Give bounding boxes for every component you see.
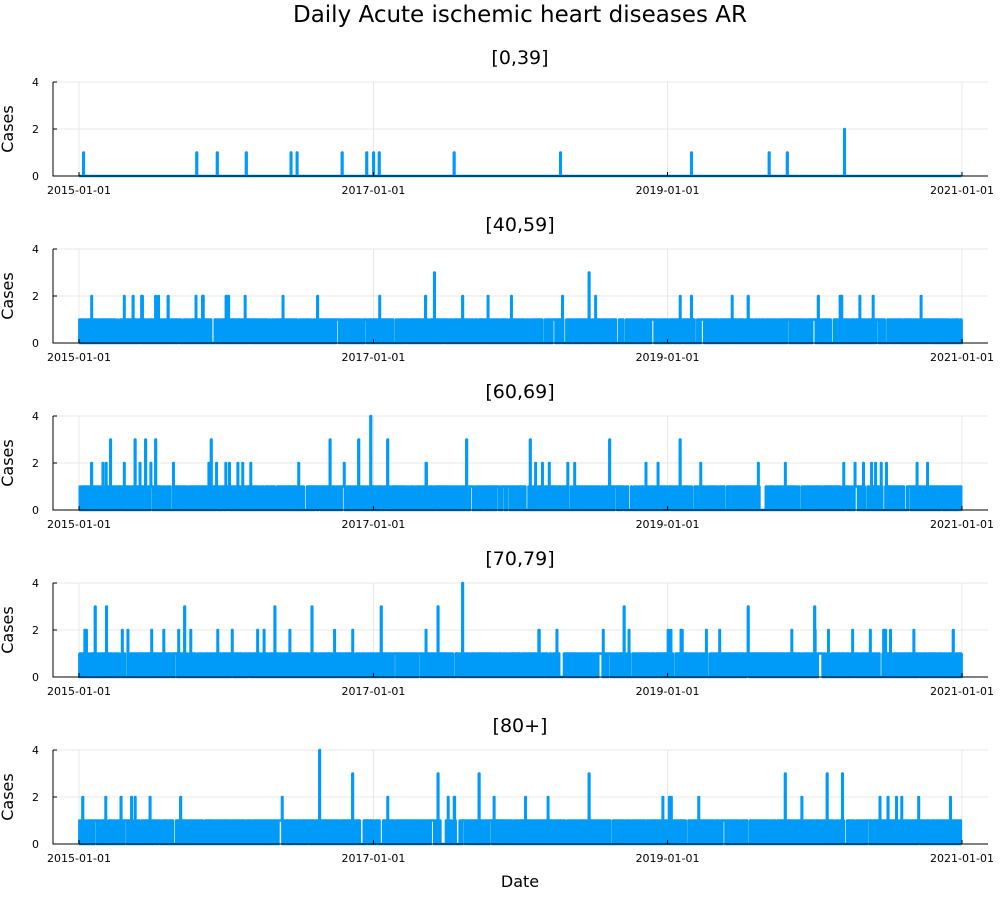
y-tick-label: 4 xyxy=(32,410,39,423)
panel-title: [0,39] xyxy=(491,47,548,69)
series-line xyxy=(78,127,963,178)
y-tick-label: 4 xyxy=(32,744,39,757)
panel-5: [80+] Cases 0 2 4 2015-01-01 2017-01-01 2019-01… xyxy=(0,715,994,891)
panel-title: [70,79] xyxy=(485,548,554,570)
panel-3: [60,69] Cases 0 2 4 2015-01-01 2017-01-01 2019-… xyxy=(0,381,994,531)
y-axis-label: Cases xyxy=(0,105,17,153)
x-tick-label: 2021-01-01 xyxy=(930,518,994,531)
x-tick-label: 2015-01-01 xyxy=(47,184,111,197)
x-tick-label: 2021-01-01 xyxy=(930,184,994,197)
x-tick-label: 2019-01-01 xyxy=(636,184,700,197)
x-tick-label: 2021-01-01 xyxy=(930,852,994,865)
x-tick-label: 2019-01-01 xyxy=(636,518,700,531)
x-tick-label: 2017-01-01 xyxy=(341,852,405,865)
y-tick-label: 0 xyxy=(32,337,39,350)
panel-title: [60,69] xyxy=(485,381,554,403)
y-tick-label: 2 xyxy=(32,457,39,470)
y-tick-label: 4 xyxy=(32,577,39,590)
y-tick-label: 4 xyxy=(32,243,39,256)
y-tick-label: 4 xyxy=(32,76,39,89)
x-tick-label: 2015-01-01 xyxy=(47,351,111,364)
x-tick-label: 2017-01-01 xyxy=(341,685,405,698)
x-axis-label: Date xyxy=(501,872,539,891)
x-tick-label: 2021-01-01 xyxy=(930,685,994,698)
y-tick-label: 0 xyxy=(32,838,39,851)
x-tick-label: 2015-01-01 xyxy=(47,685,111,698)
y-tick-label: 2 xyxy=(32,123,39,136)
y-axis-label: Cases xyxy=(0,773,17,821)
y-axis-label: Cases xyxy=(0,606,17,654)
y-tick-label: 2 xyxy=(32,791,39,804)
x-tick-label: 2019-01-01 xyxy=(636,351,700,364)
panel-4: [70,79] Cases 0 2 4 2015-01-01 2017-01-01 2019-… xyxy=(0,548,994,698)
y-tick-label: 0 xyxy=(32,504,39,517)
x-tick-label: 2021-01-01 xyxy=(930,351,994,364)
panel-title: [40,59] xyxy=(485,214,554,236)
panel-2: [40,59] Cases 0 2 4 2015-01-01 2017-01-01 2019-… xyxy=(0,214,994,364)
panel-title: [80+] xyxy=(493,715,548,737)
x-tick-label: 2017-01-01 xyxy=(341,518,405,531)
y-tick-label: 0 xyxy=(32,671,39,684)
x-tick-label: 2017-01-01 xyxy=(341,184,405,197)
y-axis-label: Cases xyxy=(0,272,17,320)
x-tick-label: 2019-01-01 xyxy=(636,852,700,865)
y-tick-label: 2 xyxy=(32,290,39,303)
panel-1: [0,39] Cases 0 2 4 2015-01-01 2017-01-01 2019-0… xyxy=(0,47,994,197)
x-tick-label: 2015-01-01 xyxy=(47,852,111,865)
x-tick-label: 2017-01-01 xyxy=(341,351,405,364)
y-axis-label: Cases xyxy=(0,439,17,487)
x-tick-label: 2015-01-01 xyxy=(47,518,111,531)
figure-title: Daily Acute ischemic heart diseases AR xyxy=(292,2,747,28)
y-tick-label: 0 xyxy=(32,170,39,183)
y-tick-label: 2 xyxy=(32,624,39,637)
series-line xyxy=(78,271,963,345)
x-tick-label: 2019-01-01 xyxy=(636,685,700,698)
